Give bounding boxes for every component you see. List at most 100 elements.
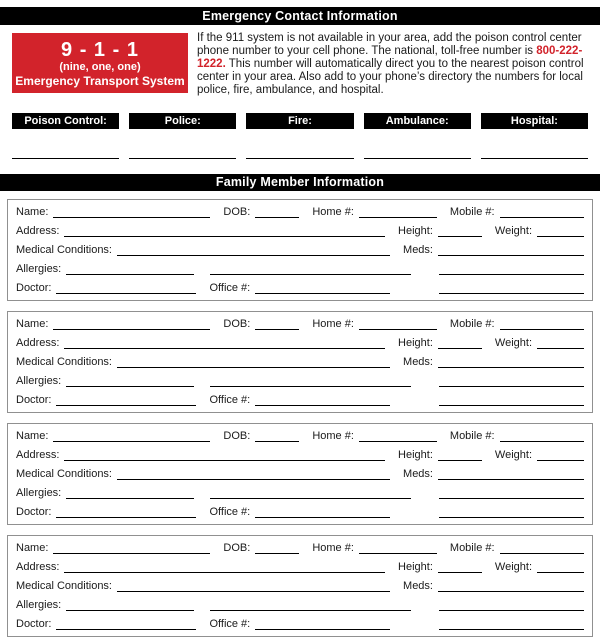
address-blank bbox=[64, 446, 386, 461]
height-blank bbox=[437, 558, 482, 573]
doctor-label: Doctor: bbox=[16, 282, 52, 294]
contact-label-3: Ambulance: bbox=[363, 113, 471, 129]
nine-one-one-number: 9 - 1 - 1 bbox=[61, 38, 139, 61]
contact-blank-1 bbox=[129, 158, 237, 159]
doctor-label: Doctor: bbox=[16, 618, 52, 630]
meds-blank bbox=[438, 465, 584, 480]
address-blank bbox=[64, 222, 386, 237]
meds-blank-2 bbox=[439, 372, 584, 387]
home-phone-blank bbox=[358, 539, 437, 554]
allergies-label: Allergies: bbox=[16, 487, 62, 499]
member-row-1: Name: DOB: Home #: Mobile #: bbox=[16, 539, 584, 558]
contact-blank-0 bbox=[12, 158, 120, 159]
weight-label: Weight: bbox=[494, 449, 532, 461]
meds-blank-2 bbox=[439, 596, 584, 611]
meds-blank-3 bbox=[439, 279, 584, 294]
member-row-4: Allergies: bbox=[16, 484, 584, 503]
contact-label-1: Police: bbox=[129, 113, 237, 129]
height-blank bbox=[437, 334, 482, 349]
home-phone-label: Home #: bbox=[312, 542, 354, 554]
office-phone-blank bbox=[255, 279, 391, 294]
member-row-1: Name: DOB: Home #: Mobile #: bbox=[16, 203, 584, 222]
info-text-before: If the 911 system is not available in yo… bbox=[197, 32, 582, 57]
emergency-info-section: 9 - 1 - 1 (nine, one, one) Emergency Tra… bbox=[12, 32, 588, 97]
doctor-blank bbox=[56, 279, 197, 294]
medical-conditions-blank bbox=[117, 465, 391, 480]
member-row-4: Allergies: bbox=[16, 596, 584, 615]
member-row-2: Address: Height: Weight: bbox=[16, 222, 584, 241]
dob-label: DOB: bbox=[223, 430, 251, 442]
member-row-2: Address: Height: Weight: bbox=[16, 446, 584, 465]
meds-label: Meds: bbox=[403, 580, 433, 592]
height-blank bbox=[437, 222, 482, 237]
medical-conditions-label: Medical Conditions: bbox=[16, 580, 112, 592]
home-phone-label: Home #: bbox=[312, 318, 354, 330]
nine-one-one-box: 9 - 1 - 1 (nine, one, one) Emergency Tra… bbox=[12, 33, 188, 93]
mobile-phone-label: Mobile #: bbox=[449, 318, 495, 330]
name-blank bbox=[53, 539, 211, 554]
dob-label: DOB: bbox=[223, 542, 251, 554]
address-blank bbox=[64, 558, 386, 573]
office-phone-label: Office #: bbox=[209, 282, 251, 294]
name-blank bbox=[53, 427, 211, 442]
medical-conditions-label: Medical Conditions: bbox=[16, 244, 112, 256]
contact-label-4: Hospital: bbox=[480, 113, 589, 129]
contact-label-2: Fire: bbox=[246, 113, 354, 129]
weight-blank bbox=[537, 558, 584, 573]
home-phone-blank bbox=[358, 315, 437, 330]
contact-blank-2 bbox=[246, 158, 354, 159]
member-row-2: Address: Height: Weight: bbox=[16, 334, 584, 353]
emergency-contact-blanks-row bbox=[12, 158, 589, 159]
allergies-blank-2 bbox=[210, 484, 411, 499]
dob-label: DOB: bbox=[223, 318, 251, 330]
height-label: Height: bbox=[398, 225, 433, 237]
section-title-emergency-contact: Emergency Contact Information bbox=[0, 7, 600, 25]
name-label: Name: bbox=[16, 542, 49, 554]
allergies-blank-2 bbox=[210, 260, 411, 275]
allergies-blank-2 bbox=[210, 372, 411, 387]
allergies-blank-2 bbox=[210, 596, 411, 611]
weight-label: Weight: bbox=[494, 225, 532, 237]
name-label: Name: bbox=[16, 318, 49, 330]
member-row-5: Doctor: Office #: bbox=[16, 615, 584, 634]
member-row-5: Doctor: Office #: bbox=[16, 503, 584, 522]
name-label: Name: bbox=[16, 430, 49, 442]
name-blank bbox=[53, 315, 211, 330]
allergies-blank bbox=[66, 260, 195, 275]
poison-control-phone-number: 800-222-1222. bbox=[197, 45, 583, 70]
member-row-5: Doctor: Office #: bbox=[16, 279, 584, 298]
family-member-block: Name: DOB: Home #: Mobile #: Address: He… bbox=[7, 535, 593, 637]
home-phone-label: Home #: bbox=[312, 206, 354, 218]
address-blank bbox=[64, 334, 386, 349]
allergies-blank bbox=[66, 372, 195, 387]
doctor-label: Doctor: bbox=[16, 394, 52, 406]
meds-blank bbox=[438, 241, 584, 256]
member-row-5: Doctor: Office #: bbox=[16, 391, 584, 410]
poison-control-info-paragraph: If the 911 system is not available in yo… bbox=[197, 32, 588, 97]
doctor-blank bbox=[56, 503, 197, 518]
dob-blank bbox=[255, 427, 300, 442]
member-row-3: Medical Conditions: Meds: bbox=[16, 577, 584, 596]
doctor-label: Doctor: bbox=[16, 506, 52, 518]
allergies-label: Allergies: bbox=[16, 263, 62, 275]
name-label: Name: bbox=[16, 206, 49, 218]
allergies-blank bbox=[66, 596, 195, 611]
medical-conditions-blank bbox=[117, 353, 391, 368]
family-member-block: Name: DOB: Home #: Mobile #: Address: He… bbox=[7, 311, 593, 413]
member-row-1: Name: DOB: Home #: Mobile #: bbox=[16, 427, 584, 446]
meds-label: Meds: bbox=[403, 244, 433, 256]
meds-blank-2 bbox=[439, 484, 584, 499]
emergency-transport-system-label: Emergency Transport System bbox=[15, 73, 185, 88]
contact-blank-3 bbox=[363, 158, 471, 159]
member-row-4: Allergies: bbox=[16, 260, 584, 279]
address-label: Address: bbox=[16, 449, 60, 461]
height-label: Height: bbox=[398, 449, 433, 461]
dob-blank bbox=[255, 539, 300, 554]
dob-blank bbox=[255, 315, 300, 330]
member-list: Name: DOB: Home #: Mobile #: Address: He… bbox=[7, 199, 593, 637]
office-phone-blank bbox=[255, 391, 391, 406]
medical-conditions-label: Medical Conditions: bbox=[16, 468, 112, 480]
contact-blank-4 bbox=[480, 158, 589, 159]
mobile-phone-blank bbox=[499, 203, 584, 218]
weight-blank bbox=[537, 222, 584, 237]
